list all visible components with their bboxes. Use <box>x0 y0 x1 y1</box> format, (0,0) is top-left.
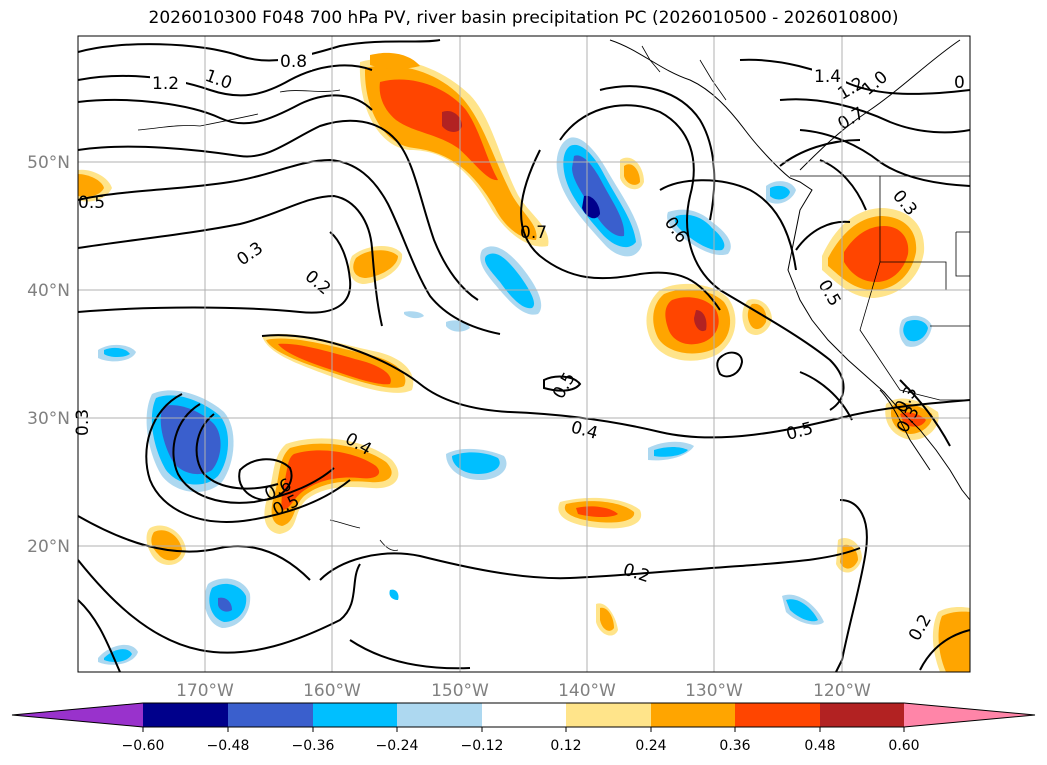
longitude-labels: 170°W 160°W 150°W 140°W 130°W 120°W <box>176 681 871 701</box>
colorbar-bin <box>651 703 735 727</box>
colorbar-bin <box>735 703 820 727</box>
precipitation-shading <box>78 52 970 672</box>
lat-label: 50°N <box>27 153 70 173</box>
colorbar-tick: −0.36 <box>292 738 335 754</box>
lon-label: 170°W <box>176 681 234 701</box>
colorbar-tick: −0.60 <box>122 738 165 754</box>
colorbar-bin <box>566 703 651 727</box>
contour-label: 0.2 <box>620 560 652 587</box>
colorbar-bin <box>313 703 397 727</box>
contour-label: 0.2 <box>905 611 936 644</box>
colorbar-bin <box>820 703 904 727</box>
colorbar-bin <box>482 703 566 727</box>
colorbar-bin <box>397 703 482 727</box>
contour-label: 0.3 <box>233 238 267 270</box>
colorbar-tick: −0.12 <box>461 738 504 754</box>
colorbar-tick: 0.36 <box>719 738 750 754</box>
colorbar-bin <box>228 703 313 727</box>
lon-label: 160°W <box>303 681 361 701</box>
contour-label: 0.3 <box>73 409 93 436</box>
lon-label: 140°W <box>558 681 616 701</box>
colorbar-tick: −0.48 <box>207 738 250 754</box>
contour-label: 0.2 <box>301 267 335 300</box>
contour-label: 0 <box>954 73 965 93</box>
lon-label: 150°W <box>431 681 489 701</box>
lat-label: 30°N <box>27 409 70 429</box>
lat-label: 40°N <box>27 281 70 301</box>
contour-label: 0.8 <box>280 52 307 72</box>
colorbar-tick: 0.60 <box>888 738 919 754</box>
coastlines <box>137 39 970 551</box>
colorbar-under-arrow <box>12 703 143 727</box>
colorbar-bin <box>143 703 228 727</box>
contour-label: 1.0 <box>858 67 892 100</box>
contour-label: 0.5 <box>549 369 580 402</box>
map-frame <box>77 35 971 673</box>
contour-label: 0.5 <box>78 193 105 213</box>
lon-label: 130°W <box>685 681 743 701</box>
colorbar: −0.60 −0.48 −0.36 −0.24 −0.12 0.12 0.24 … <box>11 702 1036 754</box>
latitude-labels: 50°N 40°N 30°N 20°N <box>27 153 70 557</box>
lon-label: 120°W <box>813 681 871 701</box>
contour-label: 0.7 <box>520 223 547 243</box>
contour-label: 0.5 <box>784 419 815 445</box>
colorbar-over-arrow <box>904 703 1035 727</box>
contour-label: 1.2 <box>152 74 179 94</box>
lat-label: 20°N <box>27 537 70 557</box>
contour-label: 0.4 <box>569 418 600 444</box>
colorbar-tick: 0.24 <box>635 738 666 754</box>
map-title: 2026010300 F048 700 hPa PV, river basin … <box>148 8 899 28</box>
colorbar-tick: 0.48 <box>804 738 835 754</box>
colorbar-tick: 0.12 <box>550 738 581 754</box>
contour-label: 1.4 <box>814 67 841 87</box>
pv-contours <box>78 39 970 672</box>
colorbar-tick: −0.24 <box>376 738 419 754</box>
contour-label: 0.7 <box>835 103 868 134</box>
gridlines <box>78 36 970 672</box>
